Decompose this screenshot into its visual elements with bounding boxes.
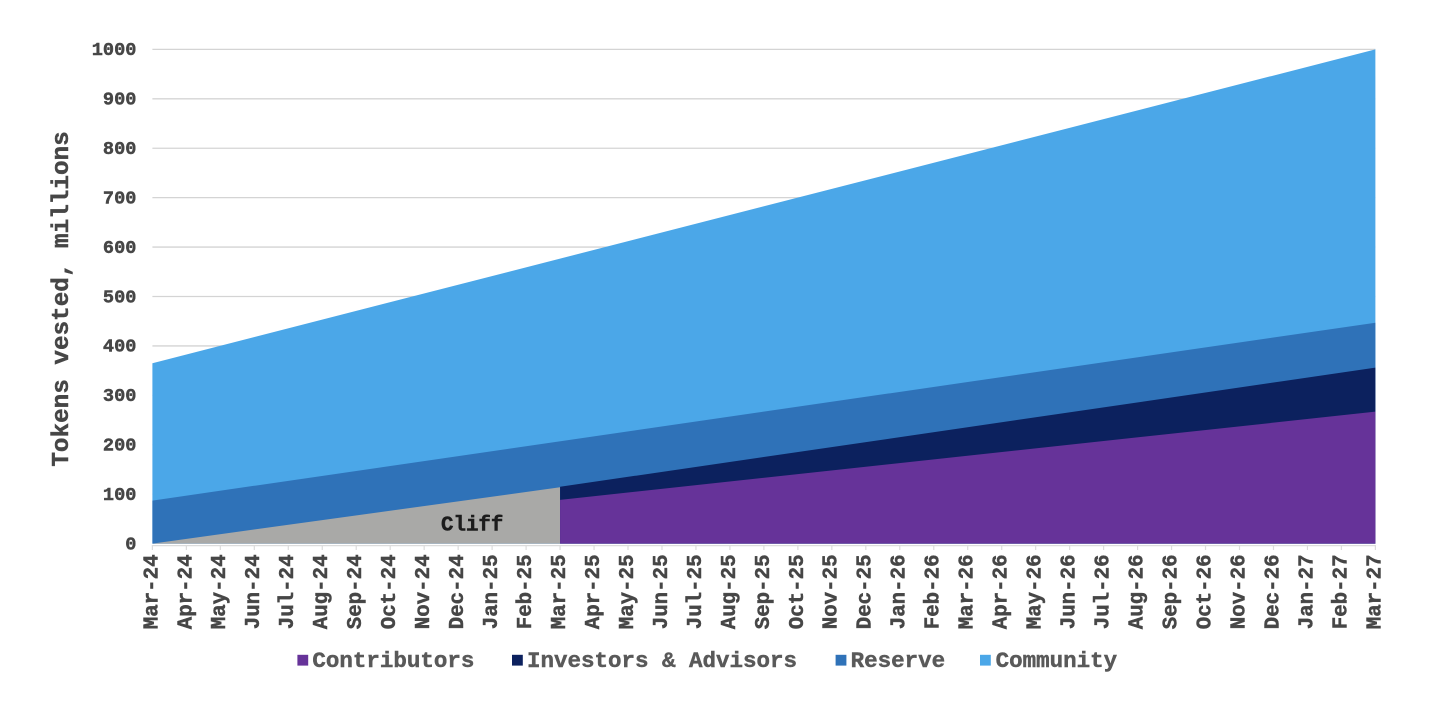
svg-text:Aug-25: Aug-25 <box>719 554 742 629</box>
svg-text:Dec-24: Dec-24 <box>447 554 470 629</box>
svg-text:Feb-26: Feb-26 <box>923 554 946 629</box>
svg-text:Jul-26: Jul-26 <box>1093 554 1116 629</box>
svg-text:Reserve: Reserve <box>851 648 946 674</box>
svg-text:Oct-25: Oct-25 <box>787 554 810 629</box>
svg-text:Sep-25: Sep-25 <box>753 554 776 629</box>
svg-text:Apr-24: Apr-24 <box>175 554 198 629</box>
svg-text:Jul-25: Jul-25 <box>685 554 708 629</box>
svg-text:Mar-26: Mar-26 <box>957 554 980 629</box>
svg-text:Apr-26: Apr-26 <box>991 554 1014 629</box>
svg-text:800: 800 <box>103 139 136 160</box>
svg-text:Jun-26: Jun-26 <box>1059 554 1082 629</box>
svg-text:May-25: May-25 <box>617 554 640 629</box>
svg-text:900: 900 <box>103 90 136 111</box>
svg-text:Sep-26: Sep-26 <box>1160 554 1183 629</box>
svg-text:Feb-27: Feb-27 <box>1330 554 1353 629</box>
svg-text:Mar-25: Mar-25 <box>549 554 572 629</box>
svg-text:Aug-24: Aug-24 <box>311 554 334 629</box>
svg-text:Contributors: Contributors <box>312 648 474 674</box>
svg-text:May-24: May-24 <box>209 554 232 629</box>
svg-text:300: 300 <box>103 386 136 407</box>
svg-text:Aug-26: Aug-26 <box>1126 554 1149 629</box>
svg-text:Apr-25: Apr-25 <box>583 554 606 629</box>
svg-text:100: 100 <box>103 485 136 506</box>
svg-text:Mar-27: Mar-27 <box>1364 554 1387 629</box>
svg-text:Mar-24: Mar-24 <box>141 554 164 629</box>
svg-text:Jul-24: Jul-24 <box>277 554 300 629</box>
svg-text:Sep-24: Sep-24 <box>345 554 368 629</box>
svg-text:400: 400 <box>103 337 136 358</box>
svg-text:Nov-24: Nov-24 <box>413 554 436 629</box>
svg-text:Feb-25: Feb-25 <box>515 554 538 629</box>
svg-text:700: 700 <box>103 188 136 209</box>
svg-text:Oct-24: Oct-24 <box>379 554 402 629</box>
svg-text:Nov-26: Nov-26 <box>1228 554 1251 629</box>
svg-text:1000: 1000 <box>92 40 137 61</box>
svg-text:Oct-26: Oct-26 <box>1194 554 1217 629</box>
svg-text:Jan-25: Jan-25 <box>481 554 504 629</box>
svg-text:Tokens vested, millions: Tokens vested, millions <box>49 131 76 466</box>
svg-text:Dec-26: Dec-26 <box>1262 554 1285 629</box>
svg-text:500: 500 <box>103 287 136 308</box>
svg-text:May-26: May-26 <box>1025 554 1048 629</box>
svg-text:Cliff: Cliff <box>441 515 503 538</box>
svg-text:200: 200 <box>103 436 136 457</box>
svg-text:Jun-24: Jun-24 <box>243 554 266 629</box>
svg-text:Jan-26: Jan-26 <box>889 554 912 629</box>
svg-text:Nov-25: Nov-25 <box>821 554 844 629</box>
svg-text:Jan-27: Jan-27 <box>1296 554 1319 629</box>
svg-text:600: 600 <box>103 238 136 259</box>
svg-text:Dec-25: Dec-25 <box>855 554 878 629</box>
svg-text:0: 0 <box>125 534 136 555</box>
svg-text:Investors & Advisors: Investors & Advisors <box>527 648 797 674</box>
svg-text:Jun-25: Jun-25 <box>651 554 674 629</box>
svg-text:Community: Community <box>996 648 1118 674</box>
